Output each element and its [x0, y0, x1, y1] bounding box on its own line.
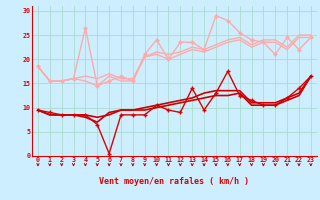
X-axis label: Vent moyen/en rafales ( km/h ): Vent moyen/en rafales ( km/h )	[100, 177, 249, 186]
